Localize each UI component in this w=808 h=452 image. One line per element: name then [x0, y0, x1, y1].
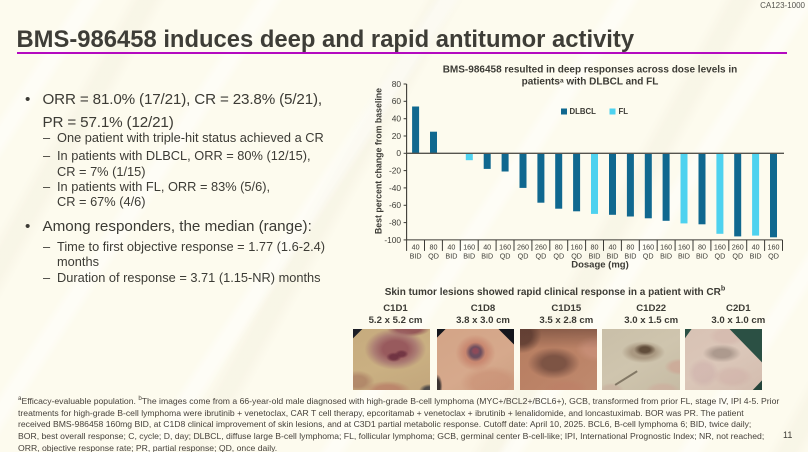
svg-text:BID: BID: [696, 252, 708, 261]
svg-text:160: 160: [768, 243, 780, 252]
svg-text:80: 80: [698, 243, 706, 252]
svg-text:0: 0: [396, 148, 401, 158]
svg-text:-100: -100: [384, 235, 401, 245]
svg-text:-20: -20: [389, 166, 401, 176]
svg-text:QD: QD: [428, 252, 439, 261]
svg-text:-40: -40: [389, 183, 401, 193]
svg-text:BID: BID: [624, 252, 636, 261]
svg-text:BID: BID: [660, 252, 672, 261]
svg-text:QD: QD: [643, 252, 654, 261]
svg-text:-80: -80: [389, 218, 401, 228]
svg-text:BMS-986458 resulted in deep re: BMS-986458 resulted in deep responses ac…: [443, 65, 738, 76]
svg-text:BID: BID: [589, 252, 601, 261]
svg-text:QD: QD: [768, 252, 779, 261]
svg-text:BID: BID: [607, 252, 619, 261]
svg-text:260: 260: [517, 243, 529, 252]
svg-text:60: 60: [392, 96, 402, 106]
svg-text:80: 80: [591, 243, 599, 252]
svg-text:BID: BID: [463, 252, 475, 261]
svg-text:-60: -60: [389, 200, 401, 210]
svg-text:160: 160: [642, 243, 654, 252]
svg-text:FL: FL: [619, 107, 629, 116]
svg-text:BID: BID: [445, 252, 457, 261]
svg-text:160: 160: [571, 243, 583, 252]
svg-text:80: 80: [626, 243, 634, 252]
svg-text:QD: QD: [518, 252, 529, 261]
svg-text:40: 40: [392, 114, 402, 124]
svg-text:BID: BID: [750, 252, 762, 261]
svg-text:160: 160: [714, 243, 726, 252]
svg-text:260: 260: [535, 243, 547, 252]
svg-text:160: 160: [499, 243, 511, 252]
svg-text:BID: BID: [410, 252, 422, 261]
svg-text:DLBCL: DLBCL: [570, 107, 597, 116]
svg-text:40: 40: [412, 243, 420, 252]
svg-text:20: 20: [392, 131, 402, 141]
svg-text:patientsa with DLBCL and FL: patientsa with DLBCL and FL: [522, 77, 659, 88]
svg-text:Best percent change from basel: Best percent change from baseline: [374, 88, 384, 234]
svg-text:40: 40: [483, 243, 491, 252]
svg-text:40: 40: [752, 243, 760, 252]
svg-text:160: 160: [660, 243, 672, 252]
svg-text:80: 80: [555, 243, 563, 252]
svg-text:160: 160: [678, 243, 690, 252]
svg-text:QD: QD: [571, 252, 582, 261]
svg-text:BID: BID: [678, 252, 690, 261]
svg-text:QD: QD: [732, 252, 743, 261]
svg-text:80: 80: [430, 243, 438, 252]
svg-text:260: 260: [732, 243, 744, 252]
svg-text:QD: QD: [536, 252, 547, 261]
svg-text:40: 40: [447, 243, 455, 252]
svg-text:40: 40: [609, 243, 617, 252]
svg-text:QD: QD: [553, 252, 564, 261]
svg-text:80: 80: [392, 79, 402, 89]
svg-text:QD: QD: [715, 252, 726, 261]
svg-text:Dosage (mg): Dosage (mg): [571, 260, 629, 271]
svg-text:BID: BID: [481, 252, 493, 261]
svg-text:160: 160: [463, 243, 475, 252]
svg-text:QD: QD: [500, 252, 511, 261]
